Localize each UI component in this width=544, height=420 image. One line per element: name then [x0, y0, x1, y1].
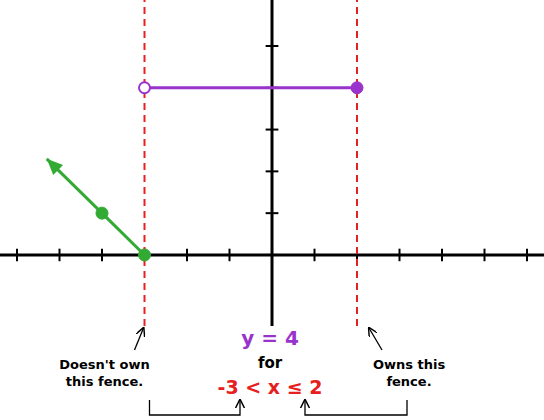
- svg-text:Owns this: Owns this: [373, 357, 446, 372]
- svg-text:-3 < x ≤ 2: -3 < x ≤ 2: [218, 376, 323, 398]
- svg-text:fence.: fence.: [386, 374, 431, 389]
- svg-text:Doesn't own: Doesn't own: [59, 357, 149, 372]
- svg-text:y = 4: y = 4: [241, 326, 299, 350]
- svg-text:for: for: [258, 354, 283, 372]
- svg-text:this fence.: this fence.: [66, 374, 143, 389]
